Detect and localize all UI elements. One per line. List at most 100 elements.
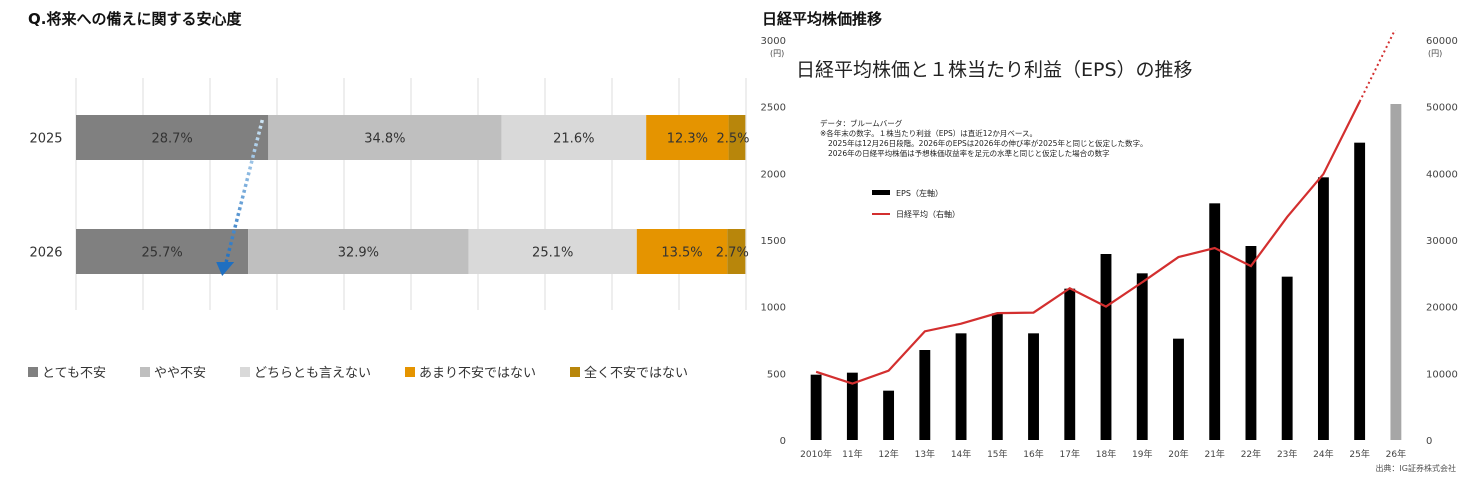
source-note: 出典：IG証券株式会社: [1375, 463, 1456, 473]
eps-bar: [1317, 177, 1329, 441]
eps-bar: [1354, 142, 1366, 440]
x-axis-tick: 15年: [987, 448, 1007, 460]
legend-label: どちらとも言えない: [253, 366, 371, 381]
data-label: 32.9%: [338, 246, 379, 261]
legend-swatch: [570, 366, 581, 377]
x-axis-tick: 20年: [1168, 448, 1188, 460]
right-axis-unit: (円): [1428, 49, 1442, 58]
right-axis-tick: 10000: [1426, 369, 1458, 380]
legend-label: あまり不安ではない: [419, 366, 537, 381]
eps-bar: [955, 333, 967, 440]
x-axis-tick: 25年: [1349, 448, 1369, 460]
nikkei-line: [815, 101, 1361, 385]
chart-note: ※各年末の数字。１株当たり利益（EPS）は直近12か月ベース。: [820, 128, 1037, 138]
right-axis-tick: 60000: [1426, 36, 1458, 47]
right-axis-tick: 0: [1426, 436, 1432, 447]
right-axis-tick: 40000: [1426, 169, 1458, 180]
legend-swatch: [139, 366, 150, 377]
x-axis-tick: 26年: [1386, 448, 1406, 460]
legend-label: 全く不安ではない: [584, 366, 689, 381]
x-axis-tick: 17年: [1060, 448, 1080, 460]
x-axis-tick: 14年: [951, 448, 971, 460]
right-axis-tick: 30000: [1426, 236, 1458, 247]
eps-bar: [1390, 104, 1402, 440]
bar-segment: [501, 115, 647, 160]
x-axis-tick: 18年: [1096, 448, 1116, 460]
eps-bar: [1100, 254, 1112, 440]
nikkei-projection-line: [1358, 30, 1397, 103]
legend-label-nikkei: 日経平均（右軸）: [896, 209, 960, 219]
legend-swatch: [405, 366, 415, 377]
eps-bar: [1209, 203, 1221, 440]
x-axis-tick: 23年: [1277, 448, 1297, 460]
legend-swatch-eps: [872, 190, 890, 195]
legend-item: とても不安: [28, 362, 106, 381]
data-label: 12.3%: [667, 132, 708, 147]
inner-chart-title: 日経平均株価と１株当たり利益（EPS）の推移: [796, 59, 1193, 81]
trend-arrow-line: [224, 119, 264, 263]
bar-segment: [727, 229, 746, 274]
eps-bar: [1281, 276, 1293, 440]
data-label: 28.7%: [151, 132, 192, 147]
eps-bar: [810, 374, 822, 440]
satisfaction-stacked-bar-chart: 2025 28.7% 34.8% 21.6% 12.3% 2.5% 2026 25.7% 32.…: [29, 78, 749, 310]
legend-label: やや不安: [153, 366, 206, 381]
x-axis-tick: 12年: [878, 448, 898, 460]
bar-segment: [76, 115, 269, 160]
legend-item: どちらとも言えない: [239, 362, 371, 381]
chart-note: データ：ブルームバーグ: [820, 118, 903, 128]
legend-item: 全く不安ではない: [570, 362, 688, 381]
data-label: 2.5%: [716, 132, 749, 147]
x-axis-tick: 19年: [1132, 448, 1152, 460]
legend-item: やや不安: [139, 362, 206, 381]
x-axis-tick: 21年: [1204, 448, 1224, 460]
data-label: 2.7%: [716, 246, 749, 261]
data-label: 13.5%: [661, 246, 702, 261]
data-label: 34.8%: [364, 132, 405, 147]
right-chart-title: 日経平均株価推移: [762, 10, 883, 28]
legend-item: あまり不安ではない: [405, 362, 536, 381]
left-axis-unit: (円): [770, 49, 784, 58]
left-axis-tick: 3000: [761, 36, 786, 47]
satisfaction-legend: とても不安 やや不安 どちらとも言えない あまり不安ではない 全く不安ではない: [28, 362, 722, 381]
eps-bar: [1028, 333, 1039, 440]
eps-bar: [1136, 273, 1148, 440]
x-axis-tick: 13年: [915, 448, 935, 460]
data-label: 25.1%: [532, 246, 573, 261]
eps-bar: [919, 350, 931, 440]
left-axis-tick: 2500: [761, 103, 786, 114]
bar-segment: [268, 115, 502, 160]
chart-note: 2026年の日経平均株価は予想株価収益率を足元の水準と同じと仮定した場合の数字: [828, 148, 1110, 158]
x-axis-tick: 24年: [1313, 448, 1333, 460]
chart-note: 2025年は12月26日段階。2026年のEPSは2026年の伸び率が2025年…: [828, 138, 1147, 148]
eps-bar: [991, 313, 1003, 440]
category-label: 2025: [29, 132, 62, 147]
legend-swatch: [28, 366, 38, 377]
eps-bar: [846, 372, 858, 440]
left-chart-title: Q.将来への備えに関する安心度: [28, 10, 242, 28]
data-label: 21.6%: [553, 132, 594, 147]
bar-segment: [728, 115, 746, 160]
right-axis-tick: 20000: [1426, 303, 1458, 314]
x-axis-tick: 22年: [1241, 448, 1261, 460]
left-axis-tick: 500: [767, 369, 786, 380]
bar-segment: [468, 229, 637, 274]
eps-bar: [1245, 246, 1257, 440]
legend-label-eps: EPS（左軸）: [896, 188, 943, 198]
right-axis-tick: 50000: [1426, 103, 1458, 114]
bar-segment: [636, 229, 728, 274]
x-axis-tick: 2010年: [800, 448, 832, 460]
eps-bar: [1173, 338, 1184, 440]
bar-segment: [248, 229, 469, 274]
trend-arrow-head: [216, 262, 235, 276]
bar-segment: [646, 115, 729, 160]
left-axis-tick: 1500: [761, 236, 786, 247]
legend-label: とても不安: [42, 366, 106, 381]
eps-bar: [883, 390, 895, 440]
left-axis-tick: 0: [780, 436, 786, 447]
category-label: 2026: [29, 246, 62, 261]
left-axis-tick: 1000: [761, 303, 786, 314]
x-axis-tick: 11年: [842, 448, 862, 460]
eps-bar: [1064, 288, 1076, 440]
legend-swatch: [239, 366, 250, 377]
